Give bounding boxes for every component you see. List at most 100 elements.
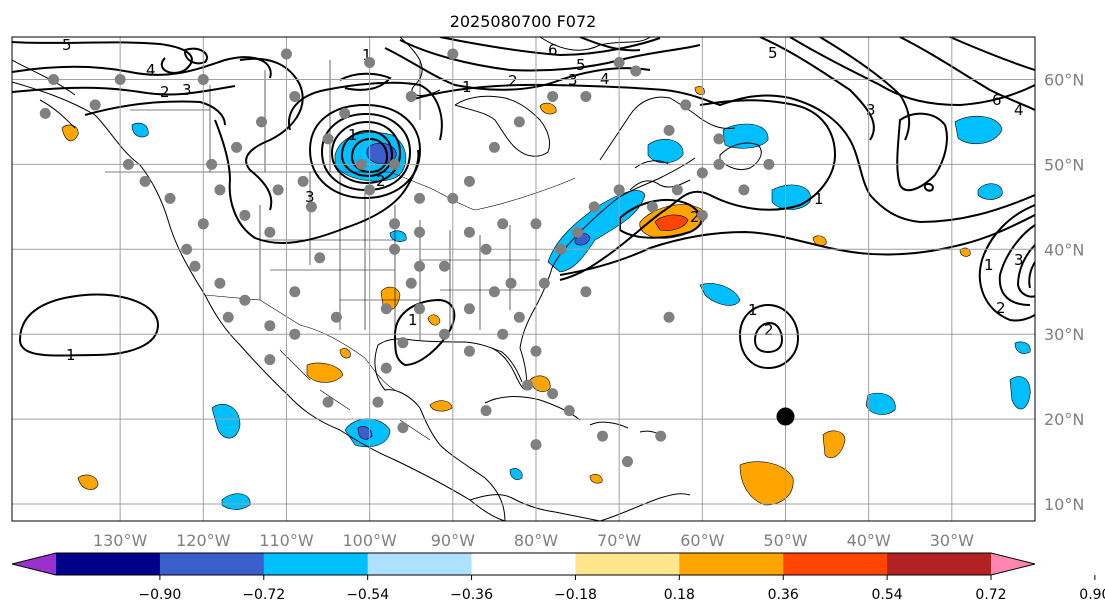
longitude-label: 120°W xyxy=(176,531,231,550)
colorbar-outline xyxy=(11,552,1036,576)
station-dot xyxy=(256,116,268,128)
colorbar-segment xyxy=(367,553,473,575)
contour-line xyxy=(12,85,236,96)
longitude-label: 110°W xyxy=(259,531,314,550)
contour-line xyxy=(340,129,394,178)
station-dot xyxy=(389,218,401,230)
colorbar-tick-label: −0.72 xyxy=(242,587,285,603)
station-dot xyxy=(314,252,326,264)
map-background xyxy=(12,37,1035,521)
contour-label: 5 xyxy=(768,44,778,62)
station-dot xyxy=(655,430,667,442)
longitude-label: 40°W xyxy=(847,531,891,550)
contour-line xyxy=(384,47,651,91)
contour-line xyxy=(1016,244,1035,298)
station-dot xyxy=(405,277,417,289)
shading-patch-negative xyxy=(647,138,684,164)
colorbar-segment xyxy=(159,553,265,575)
contour-line xyxy=(998,224,1035,306)
coastline-hispaniola xyxy=(589,421,629,429)
map-frame xyxy=(11,36,1036,522)
station-dot xyxy=(713,158,725,170)
station-dot xyxy=(264,226,276,238)
station-dot xyxy=(39,107,51,119)
station-dot xyxy=(538,277,550,289)
station-dot xyxy=(680,99,692,111)
shading-patch-strong-positive xyxy=(654,214,689,231)
station-dot xyxy=(513,311,525,323)
contour-line xyxy=(949,37,1035,71)
station-dot xyxy=(530,218,542,230)
station-dot xyxy=(231,141,243,153)
longitude-labels: 130°W 120°W 110°W 100°W 90°W 80°W 70°W 60°W 50°W… xyxy=(93,531,974,550)
station-dot xyxy=(414,260,426,272)
contour-line xyxy=(439,37,661,57)
station-dot xyxy=(214,277,226,289)
contour-line xyxy=(559,214,1035,276)
station-dot xyxy=(414,226,426,238)
contour-label: 6 xyxy=(548,41,558,59)
colorbar-tick-label: −0.36 xyxy=(450,587,493,603)
longitude-label: 130°W xyxy=(93,531,148,550)
latitude-label: 60°N xyxy=(1044,70,1084,89)
contour-line xyxy=(330,120,402,185)
station-dot xyxy=(322,396,334,408)
station-dot xyxy=(297,175,309,187)
shading-patch-negative xyxy=(1014,341,1031,354)
colorbar-segment xyxy=(887,553,992,575)
contour-line xyxy=(759,37,875,141)
station-dot xyxy=(738,184,750,196)
latitude-label: 40°N xyxy=(1044,240,1084,259)
shading-patch-positive xyxy=(339,348,351,359)
colorbar-extend-low xyxy=(12,553,56,575)
station-dot xyxy=(289,286,301,298)
shading-patch-positive xyxy=(812,235,827,247)
latitude-label: 30°N xyxy=(1044,325,1084,344)
station-dot xyxy=(555,243,567,255)
station-dot xyxy=(547,388,559,400)
contour-layer xyxy=(12,37,1035,370)
coastline-alaska xyxy=(12,59,76,129)
station-dot xyxy=(139,175,151,187)
station-dot xyxy=(580,90,592,102)
storm-marker xyxy=(776,407,795,426)
coastline-mexico-gulf xyxy=(374,338,523,521)
station-dot xyxy=(438,328,450,340)
shading-patch-negative xyxy=(221,493,251,510)
contour-label: 1 xyxy=(66,346,76,364)
colorbar-segment xyxy=(679,553,784,575)
colorbar-tick-label: 0.36 xyxy=(768,587,799,603)
contour-label: 3 xyxy=(182,81,192,99)
station-dot xyxy=(222,311,234,323)
shading-patch-negative xyxy=(699,283,741,306)
station-dot xyxy=(264,320,276,332)
station-dot xyxy=(597,430,609,442)
contour-label: 1 xyxy=(984,256,994,274)
station-dot xyxy=(613,56,625,68)
station-dot xyxy=(214,184,226,196)
shading-patch-negative xyxy=(389,230,407,242)
contour-label: 2 xyxy=(376,172,386,190)
station-dot xyxy=(613,184,625,196)
contour-label: 4 xyxy=(146,61,156,79)
contour-label: 2 xyxy=(160,83,170,101)
station-dot xyxy=(380,362,392,374)
latitude-labels: 60°N 50°N 40°N 30°N 20°N 10°N xyxy=(1044,70,1084,514)
border-state-lines xyxy=(259,172,540,340)
station-dot xyxy=(663,124,675,136)
contour-label: 1 xyxy=(408,311,418,329)
contour-line xyxy=(579,37,641,52)
coastline-central-america xyxy=(469,494,601,521)
shading-patch-negative xyxy=(771,184,811,210)
station-dot xyxy=(289,90,301,102)
colorbar: −0.90 −0.72 −0.54 −0.36 −0.18 0.18 0.36 0.54 0.7… xyxy=(11,552,1105,603)
contour-label: 2 xyxy=(764,321,774,339)
station-dot xyxy=(671,184,683,196)
shading-patch-negative xyxy=(865,392,896,415)
contour-line xyxy=(12,41,193,74)
colorbar-extend-high xyxy=(991,553,1035,575)
station-dot xyxy=(397,422,409,434)
colorbar-tick-label: 0.90 xyxy=(1079,587,1105,603)
station-dot xyxy=(89,99,101,111)
latitude-label: 10°N xyxy=(1044,495,1084,514)
